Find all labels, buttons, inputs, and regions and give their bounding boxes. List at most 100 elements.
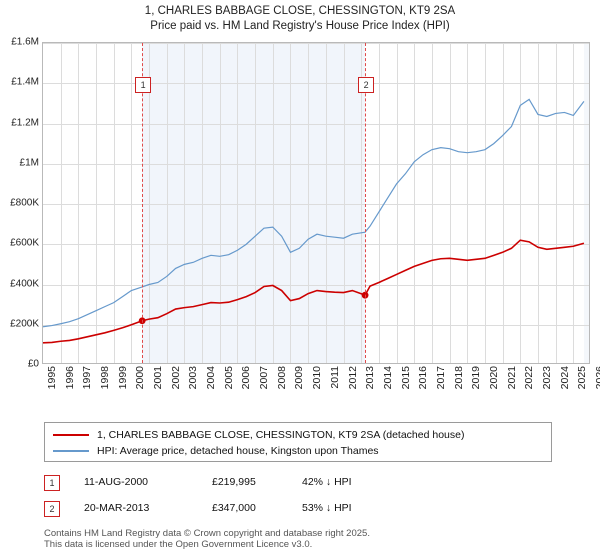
page-title: 1, CHARLES BABBAGE CLOSE, CHESSINGTON, K… [0,4,600,34]
x-tick-label: 1997 [81,366,94,390]
gridline-vertical [131,43,133,363]
gridline-horizontal [43,284,589,286]
y-tick-label: £1.2M [11,117,39,128]
gridline-vertical [573,43,575,363]
x-tick-label: 1998 [99,366,112,390]
x-tick-label: 2023 [540,366,553,390]
x-tick-label: 2018 [452,366,465,390]
gridline-horizontal [43,324,589,326]
x-tick-label: 2005 [222,366,235,390]
gridline-vertical [414,43,416,363]
x-tick-label: 2019 [470,366,483,390]
sale-marker-line [365,43,367,363]
gridline-vertical [361,43,363,363]
footer-line-1: Contains HM Land Registry data © Crown c… [44,528,370,539]
x-tick-label: 2010 [311,366,324,390]
gridline-vertical [219,43,221,363]
title-line-2: Price paid vs. HM Land Registry's House … [150,20,450,32]
y-tick-label: £800K [10,197,39,209]
x-axis: 1995 1996 1997 1998 1999 2000 2001 2002 2003 2004… [42,366,600,412]
gridline-vertical [149,43,151,363]
x-tick-label: 1996 [63,366,76,390]
y-tick-label: £1.4M [11,76,39,88]
x-tick-label: 2009 [293,366,306,390]
x-tick-label: 2008 [275,366,288,390]
x-tick-label: 1995 [46,366,58,390]
gridline-vertical [378,43,380,363]
x-tick-label: 2024 [558,366,571,390]
x-tick-label: 2020 [487,366,500,390]
x-tick-label: 2003 [187,366,200,390]
sale-badge-2: 2 [44,501,60,517]
title-line-1: 1, CHARLES BABBAGE CLOSE, CHESSINGTON, K… [144,5,456,17]
footer-attribution: Contains HM Land Registry data © Crown c… [44,528,584,550]
sale-marker-badge[interactable]: 2 [358,77,375,93]
x-tick-label: 2007 [258,366,271,390]
gridline-vertical [308,43,310,363]
x-tick-label: 2025 [576,366,589,390]
gridline-vertical [396,43,398,363]
gridline-horizontal [43,204,589,205]
gridline-horizontal [43,43,589,44]
gridline-vertical [255,43,257,363]
y-tick-label: £1M [19,157,39,169]
sale-date-1: 11-AUG-2000 [84,476,149,488]
gridline-vertical [113,43,115,363]
gridline-vertical [484,43,486,363]
legend-swatch-hpi [53,450,89,452]
series-price-paid [43,239,585,344]
chart-legend: 1, CHARLES BABBAGE CLOSE, CHESSINGTON, K… [44,422,552,462]
sale-entry-1: 1 11-AUG-2000 £219,995 42% ↓ HPI [44,474,564,492]
sale-hpi-2: 53% ↓ HPI [302,502,352,514]
sale-hpi-1: 42% ↓ HPI [302,476,352,488]
y-tick-label: £0 [27,358,39,370]
gridline-vertical [449,43,451,363]
gridline-horizontal [43,123,589,125]
gridline-vertical [325,43,327,363]
series-hpi [43,98,585,328]
footer-line-2: This data is licensed under the Open Gov… [44,539,313,550]
x-tick-label: 2017 [434,366,447,390]
y-tick-label: £400K [10,278,39,289]
y-tick-label: £1.6M [11,36,39,48]
gridline-vertical [78,43,80,363]
gridline-horizontal [43,163,589,165]
gridline-vertical [202,43,204,363]
sale-marker-badge[interactable]: 1 [135,77,152,93]
gridline-vertical [184,43,186,363]
legend-label-hpi: HPI: Average price, detached house, King… [97,445,379,457]
series-canvas [43,98,585,344]
x-tick-label: 2016 [417,366,430,390]
gridline-vertical [272,43,274,363]
x-tick-label: 2004 [205,366,218,390]
y-tick-label: £200K [10,318,39,330]
x-tick-label: 2021 [505,366,518,390]
sale-badge-1: 1 [44,475,60,491]
gridline-vertical [237,43,239,363]
x-tick-label: 2022 [523,366,536,390]
ownership-period-band [142,43,366,363]
gridline-vertical [96,43,98,363]
gridline-vertical [60,43,62,363]
x-tick-label: 2000 [134,366,147,390]
sale-marker-line [142,43,144,363]
x-tick-label: 2011 [328,366,341,389]
gridline-vertical [520,43,522,363]
x-tick-label: 2015 [399,366,412,390]
sale-price-1: £219,995 [212,476,256,488]
sale-price-2: £347,000 [212,502,256,514]
y-tick-label: £600K [10,237,39,249]
gridline-vertical [343,43,345,363]
x-tick-label: 2013 [364,366,377,390]
sale-date-2: 20-MAR-2013 [84,502,150,514]
gridline-vertical [537,43,539,363]
y-axis: £0 £200K £400K £600K £800K £1M £1.2M £1.4M £1.6M [0,37,42,370]
legend-label-price-paid: 1, CHARLES BABBAGE CLOSE, CHESSINGTON, K… [97,429,465,441]
gridline-horizontal [43,244,589,246]
x-tick-label: 1999 [116,366,129,390]
x-tick-label: 2012 [346,366,359,390]
gridline-vertical [502,43,504,363]
